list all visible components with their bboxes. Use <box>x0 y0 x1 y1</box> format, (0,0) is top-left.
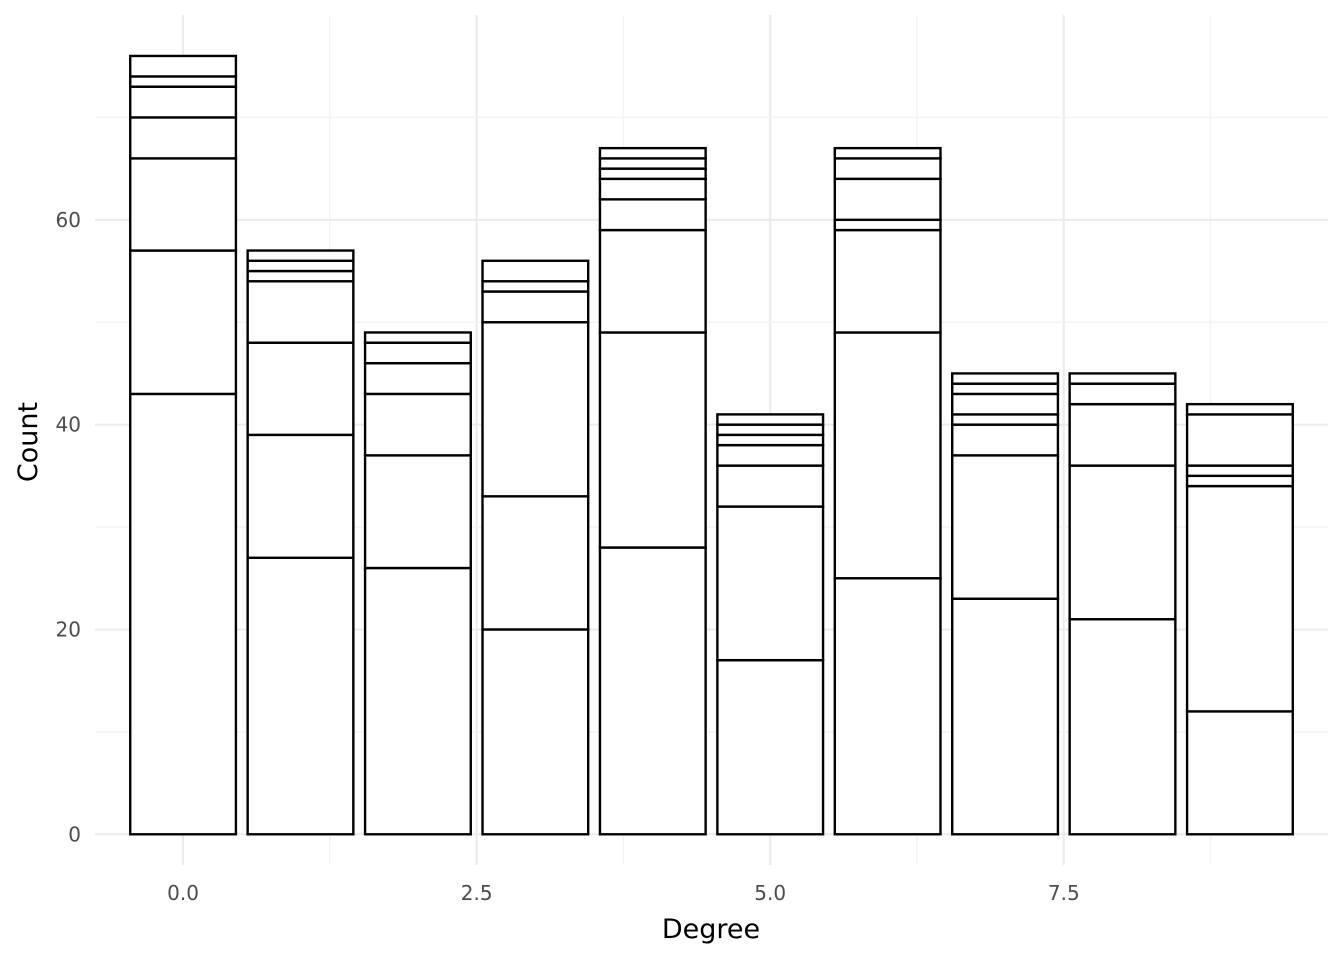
bar-segment <box>129 249 238 396</box>
bar-segment <box>246 249 355 262</box>
bar-segment <box>598 146 707 160</box>
bar-segment <box>716 505 825 662</box>
y-axis-title: Count <box>13 402 44 482</box>
y-tick-label: 40 <box>56 413 81 437</box>
y-axis-ticks: 0 20 40 60 <box>56 208 81 846</box>
bar-segment <box>598 177 707 201</box>
bar-segment <box>481 321 590 498</box>
x-tick-label: 5.0 <box>754 881 786 905</box>
bar-stack <box>363 331 472 836</box>
bar-segment <box>1185 413 1294 467</box>
bar-segment <box>951 454 1060 600</box>
bar-stack <box>129 54 238 836</box>
bar-segment <box>246 556 355 836</box>
bar-segment <box>246 433 355 559</box>
x-tick-label: 2.5 <box>461 881 493 905</box>
bar-segment <box>129 85 238 119</box>
bar-segment <box>716 443 825 467</box>
bar-segment <box>363 361 472 396</box>
bar-segment <box>1185 484 1294 713</box>
y-tick-label: 0 <box>68 822 81 846</box>
bar-segment <box>1068 464 1177 621</box>
bar-stack <box>833 146 942 836</box>
bar-segment <box>481 290 590 324</box>
bar-segment <box>598 167 707 181</box>
bar-segment <box>951 372 1060 385</box>
bar-segment <box>951 423 1060 457</box>
bar-segment <box>1185 464 1294 478</box>
bar-segment <box>363 331 472 344</box>
bar-segment <box>481 259 590 283</box>
bar-segment <box>598 198 707 232</box>
bar-segment <box>129 392 238 836</box>
bar-segment <box>129 116 238 160</box>
bar-segment <box>716 433 825 447</box>
bar-segment <box>716 423 825 437</box>
bar-segment <box>1068 618 1177 836</box>
bar-segment <box>833 177 942 222</box>
bar-segment <box>598 546 707 836</box>
bar-segment <box>833 228 942 334</box>
bar-stack <box>951 372 1060 836</box>
y-tick-label: 20 <box>56 617 81 641</box>
bar-segment <box>833 146 942 160</box>
bar-segment <box>246 280 355 344</box>
x-axis-ticks: 0.0 2.5 5.0 7.5 <box>167 881 1080 905</box>
bar-segment <box>363 392 472 457</box>
bar-segment <box>481 628 590 836</box>
bar-segment <box>363 341 472 365</box>
bar-segment <box>951 382 1060 396</box>
bar-segment <box>951 597 1060 836</box>
bar-segment <box>1185 402 1294 416</box>
bar-segment <box>1185 474 1294 488</box>
bar-stack <box>598 146 707 836</box>
bar-segment <box>716 658 825 836</box>
bar-segment <box>598 331 707 549</box>
y-tick-label: 60 <box>56 208 81 232</box>
bar-segment <box>246 269 355 283</box>
bar-stack <box>1068 372 1177 836</box>
bar-segment <box>1068 382 1177 406</box>
bar-segment <box>833 218 942 232</box>
bar-segment <box>833 331 942 580</box>
x-axis-title: Degree <box>662 914 760 945</box>
bar-stack <box>1185 402 1294 836</box>
bar-segment <box>363 566 472 836</box>
x-tick-label: 7.5 <box>1048 881 1080 905</box>
bar-segment <box>951 392 1060 416</box>
bar-segment <box>1068 402 1177 467</box>
bar-segment <box>598 228 707 334</box>
bar-segment <box>1185 710 1294 836</box>
bar-segment <box>246 341 355 437</box>
bar-segment <box>833 577 942 836</box>
bar-segment <box>716 413 825 426</box>
bar-stack <box>481 259 590 836</box>
bar-stack <box>716 413 825 836</box>
bar-segment <box>481 280 590 293</box>
bar-segment <box>129 54 238 78</box>
bar-segment <box>716 464 825 508</box>
bar-segment <box>246 259 355 273</box>
bar-segment <box>129 157 238 252</box>
bar-stack <box>246 249 355 836</box>
bar-segment <box>833 157 942 181</box>
bar-segment <box>598 157 707 170</box>
bar-segment <box>951 413 1060 426</box>
bar-segment <box>363 454 472 570</box>
bar-segment <box>1068 372 1177 385</box>
bar-segment <box>481 495 590 631</box>
bar-segment <box>129 75 238 88</box>
x-tick-label: 0.0 <box>167 881 199 905</box>
bars <box>129 54 1294 836</box>
